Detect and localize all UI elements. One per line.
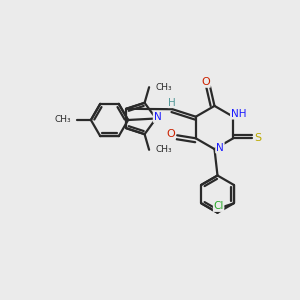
Text: CH₃: CH₃ — [156, 83, 172, 92]
Text: NH: NH — [231, 109, 246, 119]
Text: S: S — [254, 133, 261, 143]
Text: N: N — [216, 142, 224, 153]
Text: N: N — [154, 112, 161, 122]
Text: CH₃: CH₃ — [156, 145, 172, 154]
Text: O: O — [166, 129, 175, 139]
Text: H: H — [168, 98, 176, 108]
Text: Cl: Cl — [213, 201, 224, 212]
Text: O: O — [201, 77, 210, 87]
Text: CH₃: CH₃ — [54, 116, 71, 124]
